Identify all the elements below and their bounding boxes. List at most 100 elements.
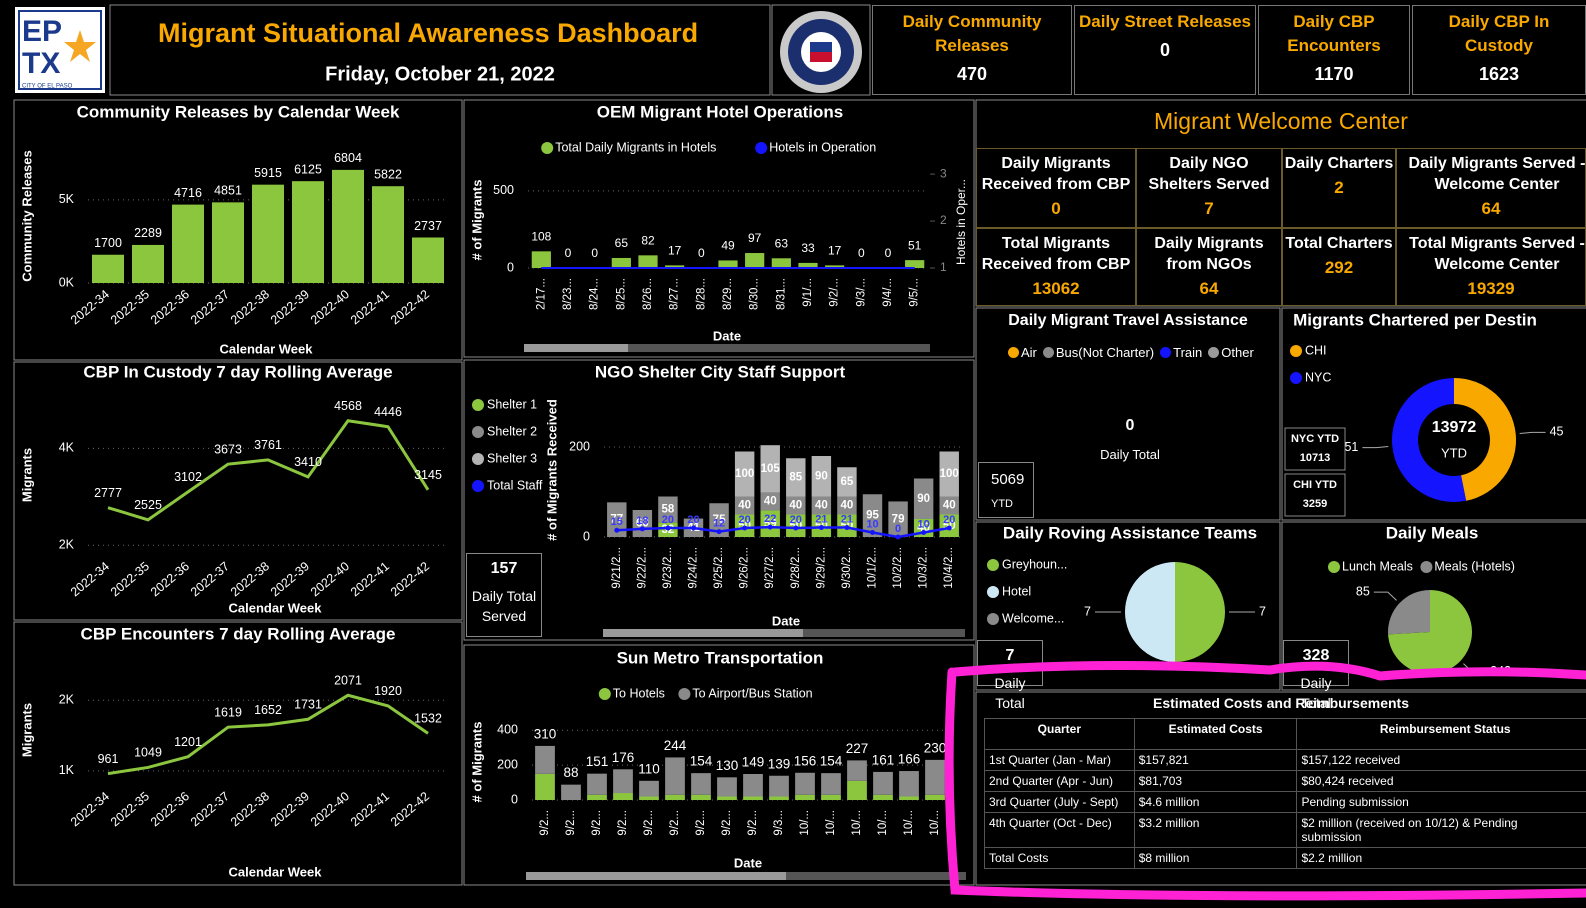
bar-segment (925, 760, 945, 795)
data-label: 1731 (294, 698, 322, 712)
bar (612, 258, 631, 268)
legend-item[interactable]: Bus(Not Charter) (1043, 345, 1154, 360)
cell: $2.2 million (1297, 848, 1586, 869)
legend-swatch (987, 613, 999, 625)
total-label: 176 (612, 750, 635, 765)
x-tick-label: 9/3... (773, 810, 785, 836)
legend-label[interactable]: Total Daily Migrants in Hotels (555, 140, 716, 154)
column-header[interactable]: Reimbursement Status (1297, 719, 1586, 750)
data-label: 1920 (374, 684, 402, 698)
cell: $3.2 million (1134, 813, 1297, 848)
metric-cell: Daily Migrants Received from CBP0 (976, 148, 1136, 228)
kpi-value: 328 (1284, 647, 1348, 665)
legend-label[interactable]: NYC (1305, 370, 1331, 384)
data-label: 97 (748, 231, 762, 245)
data-label: 4716 (174, 186, 202, 200)
bar-segment (587, 795, 607, 800)
y-tick-label: 2K (59, 538, 75, 552)
metric-label: Total Charters (1283, 233, 1395, 254)
cell: 2nd Quarter (Apr - Jun) (985, 771, 1135, 792)
bar-segment (665, 757, 685, 794)
line-point (793, 526, 798, 531)
x-tick-label: 8/31... (775, 278, 787, 310)
bar (132, 245, 164, 283)
center-label: YTD (1441, 445, 1467, 460)
data-label: 65 (841, 476, 854, 488)
data-label: 90 (815, 470, 828, 482)
bar (905, 260, 924, 268)
legend-item[interactable]: Air (1008, 345, 1037, 360)
x-tick-label: 9/2... (643, 810, 655, 836)
data-label: 3673 (214, 442, 242, 456)
bar (412, 237, 444, 283)
y-axis-title: Migrants (19, 448, 34, 502)
x-tick-label: 9/21/2... (611, 547, 623, 589)
y-tick-label: 0 (507, 260, 514, 274)
legend-swatch (1008, 347, 1019, 358)
bar-segment (639, 797, 659, 800)
legend-item[interactable]: Other (1208, 345, 1254, 360)
y-tick-label: 1K (59, 763, 75, 777)
data-label: 108 (531, 230, 551, 244)
data-label: 6804 (334, 151, 362, 165)
bar-segment (899, 797, 919, 800)
legend-label[interactable]: Shelter 1 (487, 397, 537, 411)
legend-item[interactable]: Train (1160, 345, 1202, 360)
metric-value: 19329 (1397, 279, 1585, 299)
legend-label[interactable]: Shelter 2 (487, 424, 537, 438)
column-header[interactable]: Quarter (985, 719, 1135, 750)
x-tick-label: 9/2/... (829, 278, 841, 307)
legend-swatch (1160, 347, 1171, 358)
bar-segment (613, 769, 633, 793)
bar-segment (535, 774, 555, 800)
bar-segment (847, 781, 867, 800)
legend-label[interactable]: Welcome... (1002, 611, 1064, 625)
legend-label[interactable]: CHI (1305, 343, 1327, 357)
data-label: 20 (739, 514, 751, 526)
chart-title: Community Releases by Calendar Week (77, 102, 400, 121)
extra-label: NYC YTD (1291, 433, 1339, 445)
x-tick-label: 9/2... (669, 810, 681, 836)
data-label: 2737 (414, 219, 442, 233)
legend-label: Air (1021, 345, 1037, 360)
data-label: 51 (908, 238, 922, 252)
kpi-box: 7Daily Total (977, 640, 1043, 686)
kpi-card: Daily CBP In Custody1623 (1412, 5, 1586, 95)
y2-tick-label: 3 (940, 166, 947, 180)
data-label: 20 (687, 514, 699, 526)
legend-label[interactable]: Meals (Hotels) (1434, 559, 1515, 573)
legend-label[interactable]: Greyhoun... (1002, 557, 1067, 571)
data-label: 20 (790, 514, 802, 526)
legend-label: Other (1221, 345, 1254, 360)
kpi-value: 470 (873, 64, 1071, 85)
line-point (896, 535, 901, 540)
legend-label[interactable]: To Airport/Bus Station (692, 686, 812, 700)
ytd-label: YTD (991, 498, 1033, 510)
x-tick-label: 2022-38 (228, 789, 272, 829)
total-label: 161 (872, 752, 895, 767)
metric-label: Daily Charters (1283, 153, 1395, 174)
y-axis-title: # of Migrants Received (544, 399, 559, 541)
legend-label[interactable]: Hotel (1002, 584, 1031, 598)
kpi-label: Daily Total Served (467, 586, 541, 626)
bar-segment (587, 774, 607, 795)
legend-label[interactable]: Hotels in Operation (769, 140, 876, 154)
bar-segment (795, 773, 815, 795)
legend-label[interactable]: Shelter 3 (487, 451, 537, 465)
data-label: 21 (815, 513, 827, 525)
column-header[interactable]: Estimated Costs (1134, 719, 1297, 750)
data-label: 0 (698, 246, 705, 260)
x-axis-title: Date (772, 613, 800, 628)
legend-swatch (472, 453, 484, 465)
x-tick-label: 2022-41 (348, 559, 392, 599)
bar (252, 185, 284, 283)
legend-label[interactable]: Lunch Meals (1342, 559, 1413, 573)
x-tick-label: 10/1/2... (867, 547, 879, 589)
data-label: 63 (775, 236, 789, 250)
data-label: 3102 (174, 470, 202, 484)
x-tick-label: 10/... (877, 810, 889, 836)
legend-label[interactable]: Total Staff (487, 478, 543, 492)
y-tick-label: 500 (493, 183, 514, 197)
data-label: 15 (611, 516, 623, 528)
legend-label[interactable]: To Hotels (613, 686, 665, 700)
